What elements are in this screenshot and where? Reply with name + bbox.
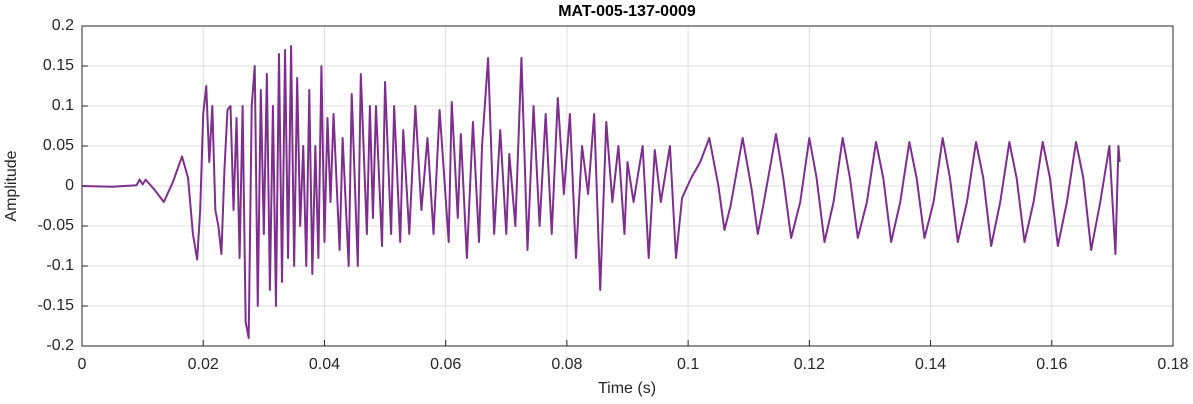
x-tick-label: 0.12 [794,356,825,373]
x-tick-label: 0.18 [1157,356,1188,373]
y-tick-label: -0.15 [38,297,75,314]
y-tick-label: 0.2 [52,17,74,34]
y-tick-label: -0.1 [46,257,74,274]
data-line [81,45,1121,339]
x-tick-label: 0.02 [188,356,219,373]
y-tick-label: 0.05 [43,137,74,154]
chart-title: MAT-005-137-0009 [558,3,696,20]
x-tick-label: 0.14 [915,356,946,373]
y-tick-label: 0 [65,177,74,194]
y-tick-label: 0.15 [43,57,74,74]
x-axis-label: Time (s) [598,380,656,397]
x-tick-label: 0.16 [1036,356,1067,373]
y-tick-label: -0.2 [46,337,74,354]
x-tick-label: 0.08 [551,356,582,373]
y-axis-label: Amplitude [3,150,20,221]
y-tick-label: -0.05 [38,217,75,234]
y-tick-label: 0.1 [52,97,74,114]
x-tick-label: 0.1 [677,356,699,373]
x-tick-label: 0.06 [430,356,461,373]
x-tick-label: 0.04 [309,356,340,373]
x-tick-label: 0 [78,356,87,373]
